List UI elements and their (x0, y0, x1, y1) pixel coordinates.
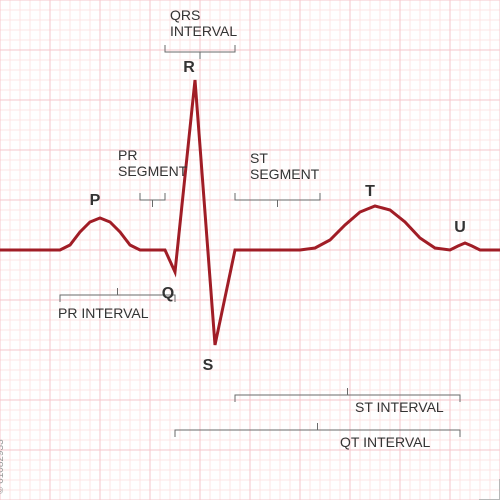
svg-text:SEGMENT: SEGMENT (118, 163, 188, 179)
wave-label-U: U (454, 219, 466, 236)
svg-text:PR INTERVAL: PR INTERVAL (58, 305, 149, 321)
svg-text:INTERVAL: INTERVAL (170, 23, 237, 39)
svg-text:QT INTERVAL: QT INTERVAL (340, 434, 430, 450)
image-credit: © 61082933 (0, 439, 6, 494)
svg-text:SEGMENT: SEGMENT (250, 166, 320, 182)
wave-point-labels: PQRSTU (90, 59, 466, 374)
wave-label-R: R (183, 59, 195, 76)
svg-text:ST: ST (250, 150, 268, 166)
wave-label-S: S (203, 357, 214, 374)
ecg-diagram: PQRSTU QRSINTERVALPRSEGMENTSTSEGMENTPR I… (0, 0, 500, 500)
wave-label-Q: Q (162, 285, 174, 302)
ecg-svg: PQRSTU QRSINTERVALPRSEGMENTSTSEGMENTPR I… (0, 0, 500, 500)
svg-text:PR: PR (118, 147, 137, 163)
wave-label-T: T (365, 183, 375, 200)
svg-text:ST INTERVAL: ST INTERVAL (355, 399, 444, 415)
wave-label-P: P (90, 192, 101, 209)
corner-decoration (479, 479, 500, 500)
svg-text:QRS: QRS (170, 7, 200, 23)
